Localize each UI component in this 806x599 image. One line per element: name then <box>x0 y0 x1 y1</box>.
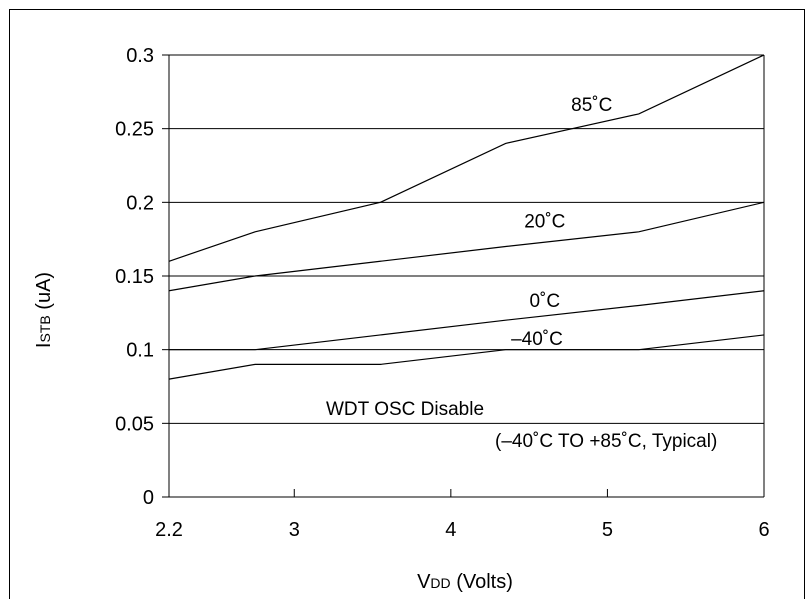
x-tick-label: 4 <box>445 519 456 541</box>
series-label: –40˚C <box>511 329 563 350</box>
x-tick-label: 5 <box>602 519 613 541</box>
chart-frame <box>9 9 805 599</box>
grid-lines <box>169 54 764 424</box>
x-tick-label: 2.2 <box>155 519 183 541</box>
series-label: 0˚C <box>529 291 560 312</box>
y-tick-label: 0.05 <box>115 413 154 435</box>
series-label: 85˚C <box>571 95 612 116</box>
series-label: 20˚C <box>524 211 565 232</box>
series-labels: 85˚C 20˚C 0˚C –40˚C <box>511 95 612 350</box>
x-tick-label: 6 <box>758 519 769 541</box>
y-tick-label: 0.25 <box>115 119 154 141</box>
y-tick-label: 0.15 <box>115 266 154 288</box>
y-tick-label: 0.3 <box>126 45 154 67</box>
y-tick-label: 0.1 <box>126 340 154 362</box>
series-lines <box>168 54 765 380</box>
series-line <box>168 54 765 262</box>
x-tick-label: 3 <box>289 519 300 541</box>
axes <box>162 54 765 498</box>
y-tick-label: 0.2 <box>126 192 154 214</box>
x-tick-labels: 2.2 3 4 5 6 <box>155 519 769 541</box>
annotation-condition: WDT OSC Disable <box>326 399 484 420</box>
y-axis-label: ISTB (uA) <box>33 272 55 348</box>
x-axis-label: VDD (Volts) <box>417 571 513 593</box>
series-line <box>168 334 765 380</box>
y-tick-labels: 0 0.05 0.1 0.15 0.2 0.25 0.3 <box>115 45 154 509</box>
annotation-range: (–40˚C TO +85˚C, Typical) <box>495 431 717 452</box>
series-line <box>169 290 765 351</box>
series-line <box>168 201 765 292</box>
y-tick-label: 0 <box>143 487 154 509</box>
